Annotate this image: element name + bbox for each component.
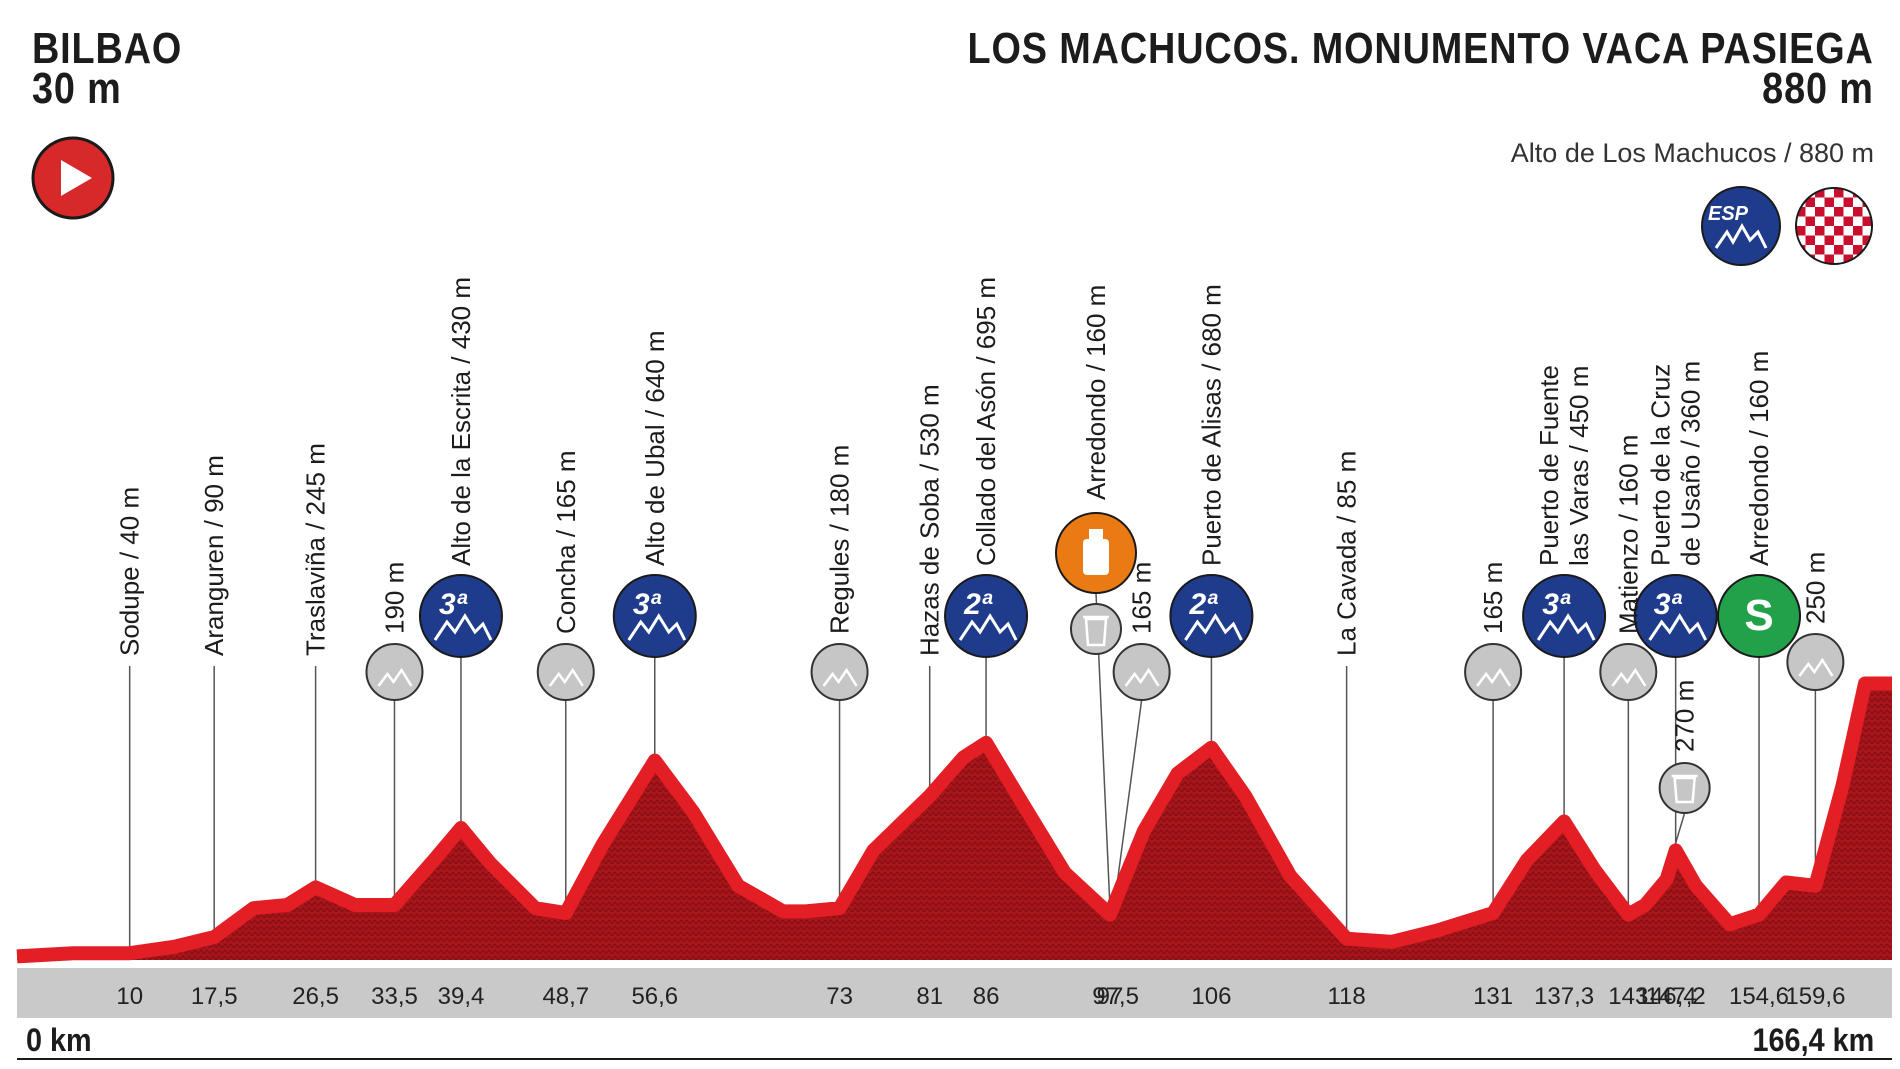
place-label: Arredondo / 160 m xyxy=(1081,285,1111,500)
place-label: Puerto de Fuente xyxy=(1534,365,1564,566)
categorized-climb-icon xyxy=(418,574,503,658)
distance-tick-label: 147,2 xyxy=(1646,983,1706,1010)
categorized-climb-icon xyxy=(1633,574,1718,658)
categorized-climb-icon xyxy=(1522,574,1607,658)
checkpoint-icon xyxy=(1599,643,1658,701)
climb-category-label: 3ª xyxy=(633,588,662,621)
climb-category-label: 3ª xyxy=(1542,588,1571,621)
distance-tick-label: 154,6 xyxy=(1729,983,1789,1010)
climb-category-label: 2ª xyxy=(963,588,993,621)
place-label: Aranguren / 90 m xyxy=(199,455,229,656)
checkpoint-icon xyxy=(536,643,595,701)
place-label: las Varas / 450 m xyxy=(1564,366,1594,566)
place-label: 250 m xyxy=(1800,552,1830,624)
start-town-name: BILBAO xyxy=(32,24,183,73)
start-icon xyxy=(31,136,115,220)
distance-tick-label: 39,4 xyxy=(438,983,485,1010)
bottom-rule xyxy=(17,1058,1892,1060)
finish-town-name: LOS MACHUCOS. MONUMENTO VACA PASIEGA xyxy=(967,24,1874,73)
distance-tick-label: 146,4 xyxy=(1637,983,1697,1010)
place-label: Puerto de la Cruz xyxy=(1646,364,1676,566)
place-label: Hazas de Soba / 530 m xyxy=(915,384,945,656)
place-label: La Cavada / 85 m xyxy=(1332,451,1362,656)
distance-end-label: 166,4 km xyxy=(1752,1022,1874,1058)
place-label: Concha / 165 m xyxy=(551,450,581,634)
distance-tick-label: 81 xyxy=(916,983,943,1010)
place-label: Traslaviña / 245 m xyxy=(301,443,331,656)
place-label: Collado del Asón / 695 m xyxy=(971,277,1001,566)
waste-zone-icon xyxy=(1658,762,1711,814)
distance-tick-label: 86 xyxy=(973,983,1000,1010)
distance-tick-label: 137,3 xyxy=(1534,983,1594,1010)
categorized-climb-icon xyxy=(1169,574,1254,658)
climb-category-label: S xyxy=(1744,591,1773,640)
place-label: Alto de la Escrita / 430 m xyxy=(446,277,476,566)
finish-line-checkered-icon xyxy=(1795,187,1873,265)
distance-tick-label: 118 xyxy=(1327,983,1365,1010)
climb-category-label: 2ª xyxy=(1189,588,1219,621)
distance-tick-label: 17,5 xyxy=(191,983,238,1010)
categorized-climb-icon xyxy=(612,574,697,658)
place-label: Alto de Ubal / 640 m xyxy=(640,330,670,566)
intermediate-sprint-icon xyxy=(1717,574,1802,658)
distance-tick-label: 48,7 xyxy=(542,983,589,1010)
checkpoint-icon xyxy=(810,643,869,701)
place-label: Matienzo / 160 m xyxy=(1613,435,1643,634)
mountain-finish-esp-icon: ESP xyxy=(1701,186,1781,266)
distance-tick-label: 143 xyxy=(1608,983,1648,1010)
distance-tick-label: 56,6 xyxy=(631,983,678,1010)
distance-start-label: 0 km xyxy=(26,1022,92,1058)
categorized-climb-icon xyxy=(944,574,1029,658)
distance-tick-label: 97 xyxy=(1097,983,1124,1010)
distance-tick-label: 159,6 xyxy=(1785,983,1845,1010)
place-label: Sodupe / 40 m xyxy=(115,487,145,656)
place-guide-line xyxy=(1114,699,1143,895)
distance-tick-label: 106 xyxy=(1191,983,1231,1010)
distance-axis-bar xyxy=(17,968,1892,1018)
start-altitude: 30 m xyxy=(32,64,122,113)
place-label: 165 m xyxy=(1127,562,1157,634)
checkpoint-icon xyxy=(1112,643,1171,701)
distance-tick-label: 33,5 xyxy=(371,983,418,1010)
distance-tick-label: 131 xyxy=(1473,983,1513,1010)
place-label: Arredondo / 160 m xyxy=(1744,351,1774,566)
climb-category-label: 3ª xyxy=(1654,588,1683,621)
finish-summit-label: Alto de Los Machucos / 880 m xyxy=(1510,138,1874,168)
checkpoint-icon xyxy=(1786,633,1845,691)
checkpoint-icon xyxy=(365,643,424,701)
profile-ridge-line xyxy=(16,676,1892,964)
checkpoint-icon xyxy=(1464,643,1523,701)
place-label: Regules / 180 m xyxy=(825,445,855,634)
finish-altitude: 880 m xyxy=(1762,64,1874,113)
distance-tick-label: 10 xyxy=(116,983,143,1010)
place-label: 270 m xyxy=(1670,680,1700,752)
distance-tick-label: 73 xyxy=(826,983,853,1010)
place-label: de Usaño / 360 m xyxy=(1676,361,1706,566)
climb-category-label: 3ª xyxy=(439,588,468,621)
waste-zone-icon xyxy=(1069,603,1122,655)
place-label: Puerto de Alisas / 680 m xyxy=(1196,284,1226,566)
esp-badge-text: ESP xyxy=(1708,203,1749,225)
profile-terrain-area xyxy=(17,677,1892,960)
distance-tick-label: 97,5 xyxy=(1092,983,1139,1010)
distance-tick-label: 26,5 xyxy=(292,983,339,1010)
place-label: 165 m xyxy=(1478,562,1508,634)
place-label: 190 m xyxy=(379,562,409,634)
